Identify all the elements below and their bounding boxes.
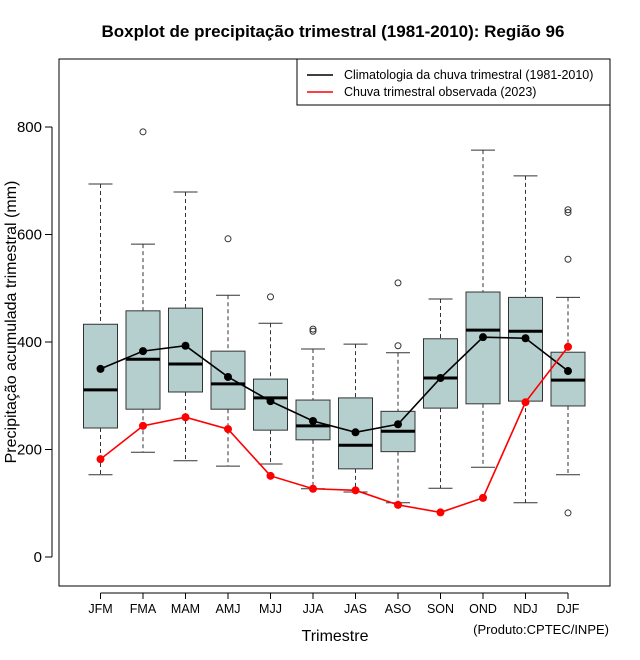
x-tick-label: FMA [130,602,157,616]
x-tick-label: DJF [557,602,580,616]
y-tick-label: 800 [17,119,42,136]
box-ASO [380,279,416,504]
y-tick-label: 200 [17,442,42,459]
series-line-1 [100,346,569,514]
outlier-point [224,235,232,243]
x-tick-label: JJA [303,602,325,616]
x-tick-label: JFM [88,602,112,616]
x-tick-label: AMJ [216,602,241,616]
series-point-0 [309,417,317,426]
outlier-point [267,293,274,301]
box-JAS [338,343,373,493]
x-tick-label: MJJ [259,602,282,616]
legend-label-climatology: Climatologia da chuva trimestral (1981-2… [344,68,593,82]
outlier-point [564,206,572,214]
series-point-0 [96,364,105,373]
series-point-0 [394,420,402,429]
series-point-1 [96,455,105,464]
box-MJJ [253,293,288,465]
series-point-0 [139,347,147,356]
credit-text: (Produto:CPTEC/INPE) [473,622,609,637]
x-tick-label: OND [469,602,497,616]
series-point-1 [351,486,360,495]
x-tick-label: NDJ [513,602,537,616]
series-point-1 [224,425,232,434]
series-point-0 [266,397,275,406]
outlier-point [394,342,402,350]
box-JJA [295,325,331,490]
series-point-1 [394,500,402,509]
series-point-0 [351,428,360,437]
box-NDJ [508,175,543,504]
series-line-0 [100,336,569,434]
series-point-1 [479,493,487,502]
x-tick-label: JAS [344,602,367,616]
y-tick-label: 400 [17,334,42,351]
box-MAM [168,191,203,462]
box-iqr [423,338,458,409]
box-SON [423,298,458,489]
series-lines [96,333,572,517]
y-tick-label: 600 [17,227,42,244]
series-point-1 [266,471,275,480]
outlier-point [564,255,572,263]
x-axis: JFM FMA MAM AMJ MJJ JJA JAS ASO SON OND NDJ DJF [88,592,580,616]
series-point-0 [479,333,487,342]
box-iqr [168,307,203,393]
series-point-0 [224,372,232,381]
outlier-point [564,208,572,216]
outlier-point [309,325,317,333]
legend-label-observed: Chuva trimestral observada (2023) [344,85,536,99]
legend: Climatologia da chuva trimestral (1981-2… [296,58,611,106]
chart-title: Boxplot de precipitação trimestral (1981… [102,22,565,41]
legend-frame [296,58,611,106]
series-point-1 [521,398,530,407]
box-iqr [508,296,543,402]
box-OND [465,149,501,468]
x-tick-label: MAM [171,602,200,616]
box-JFM [83,183,118,476]
outlier-point [139,128,147,136]
series-point-0 [436,374,445,383]
box-FMA [125,128,161,453]
y-axis: 0 200 400 600 800 [17,119,53,566]
boxes [83,128,586,517]
x-tick-label: ASO [385,602,412,616]
series-point-1 [564,342,572,351]
y-axis-label: Precipitação acumulada trimestral (mm) [3,181,20,464]
x-axis-label: Trimestre [302,628,369,645]
y-tick-label: 0 [34,549,42,566]
series-point-0 [521,334,530,343]
series-point-1 [309,484,317,493]
outlier-point [564,509,572,517]
x-tick-label: SON [427,602,454,616]
outlier-point [309,327,317,335]
series-point-0 [564,367,572,376]
series-point-1 [181,413,190,422]
series-point-1 [436,508,445,517]
series-point-0 [181,341,190,350]
series-point-1 [139,421,147,430]
box-iqr [83,323,118,429]
outlier-point [394,279,402,287]
